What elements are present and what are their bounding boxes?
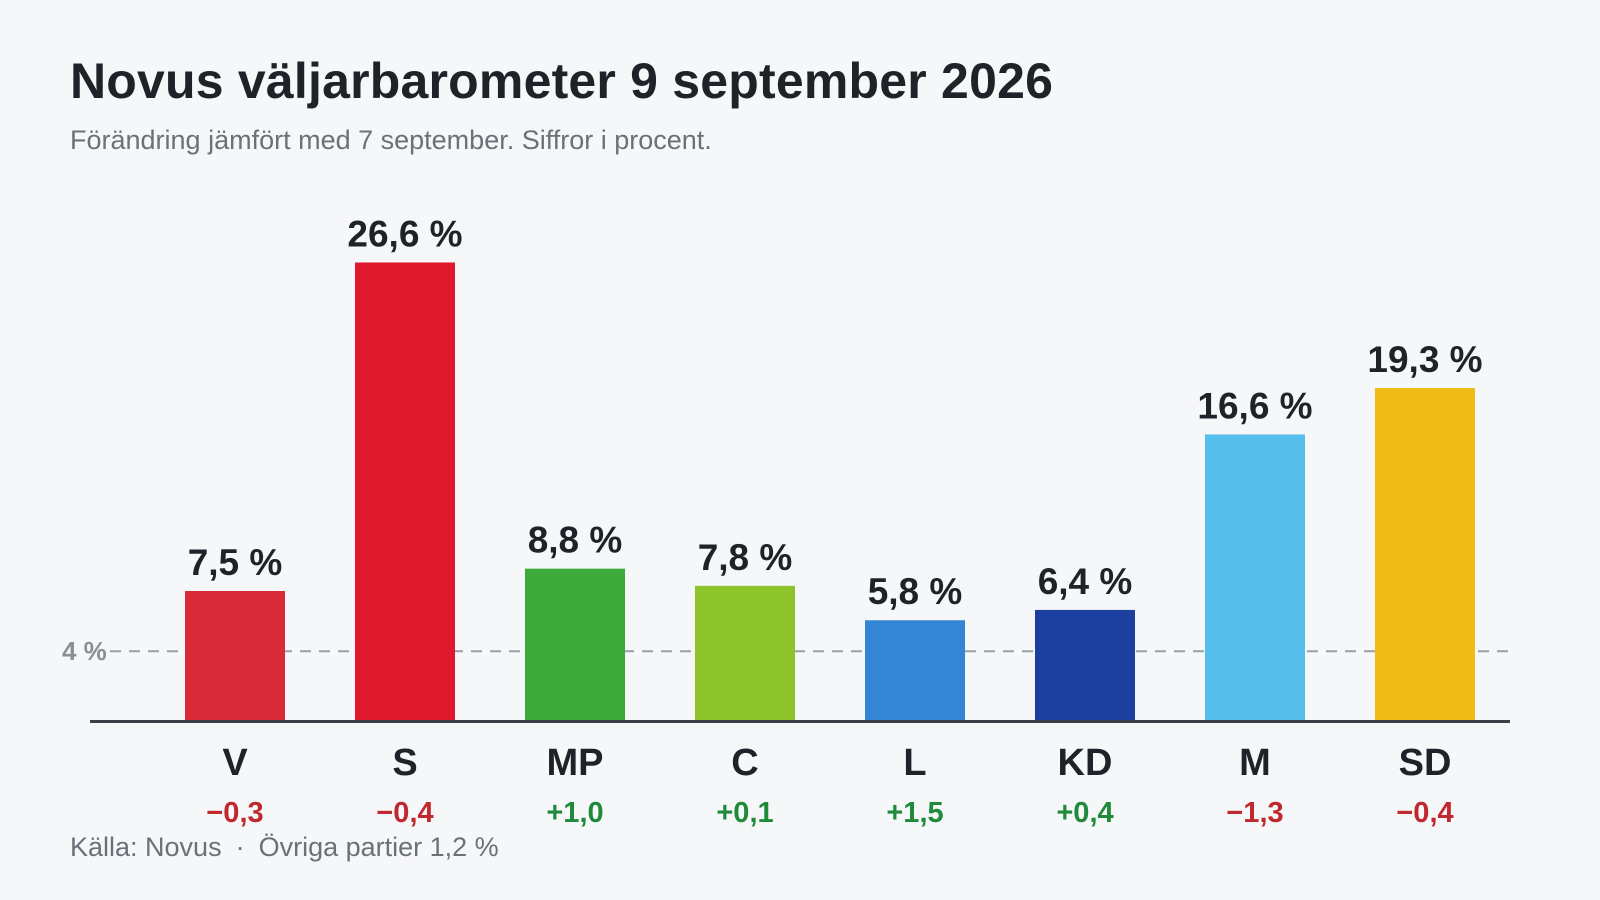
change-label-sd: −0,4 <box>1396 797 1453 829</box>
value-label-sd: 19,3 % <box>1367 339 1482 380</box>
category-label-mp: MP <box>547 742 604 784</box>
bar-m <box>1205 434 1305 720</box>
category-label-s: S <box>392 742 417 784</box>
chart-title: Novus väljarbarometer 9 september 2026 <box>70 53 1054 109</box>
bar-c <box>695 585 795 720</box>
value-label-m: 16,6 % <box>1197 385 1312 426</box>
category-label-kd: KD <box>1058 742 1113 784</box>
value-label-c: 7,8 % <box>698 537 793 578</box>
category-label-c: C <box>731 742 758 784</box>
category-label-m: M <box>1239 742 1271 784</box>
change-label-mp: +1,0 <box>546 797 603 829</box>
value-label-mp: 8,8 % <box>528 520 623 561</box>
bar-s <box>355 262 455 720</box>
bar-kd <box>1035 609 1135 720</box>
change-label-m: −1,3 <box>1226 797 1283 829</box>
chart-subtitle: Förändring jämfört med 7 september. Siff… <box>70 125 712 155</box>
source-note: Källa: Novus <box>70 832 222 862</box>
category-label-l: L <box>903 742 926 784</box>
value-label-v: 7,5 % <box>188 542 283 583</box>
value-label-kd: 6,4 % <box>1038 561 1133 602</box>
bar-v <box>185 591 285 720</box>
change-label-kd: +0,4 <box>1056 797 1113 829</box>
value-label-l: 5,8 % <box>868 571 963 612</box>
value-label-s: 26,6 % <box>347 213 462 254</box>
bar-mp <box>525 568 625 720</box>
category-label-sd: SD <box>1399 742 1452 784</box>
bar-sd <box>1375 388 1475 720</box>
change-label-v: −0,3 <box>206 797 263 829</box>
footer-separator: · <box>235 832 245 862</box>
chart-footer: Källa: Novus · Övriga partier 1,2 % <box>70 832 499 863</box>
change-label-l: +1,5 <box>886 797 943 829</box>
change-label-c: +0,1 <box>716 797 773 829</box>
change-label-s: −0,4 <box>376 797 433 829</box>
bar-l <box>865 620 965 720</box>
category-label-v: V <box>222 742 248 784</box>
threshold-label: 4 % <box>62 636 107 666</box>
others-note: Övriga partier 1,2 % <box>258 832 499 862</box>
